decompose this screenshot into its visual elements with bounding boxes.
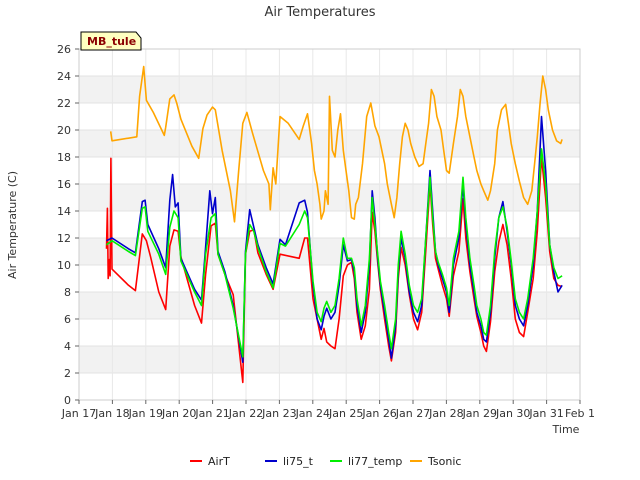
x-tick-label: Jan 19 [128, 407, 163, 420]
chart-title: Air Temperatures [264, 5, 375, 20]
x-tick-label: Feb 1 [565, 407, 595, 420]
legend-label: AirT [208, 455, 230, 468]
x-tick-label: Jan 26 [361, 407, 396, 420]
y-tick-label: 18 [57, 151, 71, 164]
x-tick-label: Jan 21 [194, 407, 229, 420]
x-tick-label: Jan 31 [528, 407, 563, 420]
site-badge-label: MB_tule [87, 35, 136, 48]
y-tick-label: 6 [64, 313, 71, 326]
y-tick-label: 12 [57, 232, 71, 245]
plot-band [79, 346, 580, 373]
x-tick-label: Jan 29 [462, 407, 497, 420]
y-tick-label: 16 [57, 178, 71, 191]
x-tick-label: Jan 30 [495, 407, 530, 420]
series-line-li77-temp [106, 148, 563, 358]
y-tick-label: 20 [57, 124, 71, 137]
x-tick-label: Jan 28 [428, 407, 463, 420]
series-line-tsonic [109, 65, 563, 223]
legend-label: li75_t [283, 455, 314, 468]
y-tick-label: 2 [64, 367, 71, 380]
y-tick-label: 24 [57, 70, 71, 83]
site-badge: MB_tule [80, 31, 142, 51]
y-tick-label: 26 [57, 43, 71, 56]
x-tick-label: Jan 27 [395, 407, 430, 420]
x-tick-label: Jan 18 [94, 407, 129, 420]
y-tick-label: 22 [57, 97, 71, 110]
y-tick-label: 14 [57, 205, 71, 218]
x-axis-title: Time [552, 423, 580, 436]
series-lines [105, 65, 563, 384]
legend-item-airt: AirT [190, 455, 230, 468]
x-tick-label: Jan 20 [161, 407, 196, 420]
plot-band [79, 238, 580, 265]
legend-item-li77-temp: li77_temp [330, 455, 402, 468]
x-tick-label: Jan 23 [261, 407, 296, 420]
x-tick-label: Jan 17 [61, 407, 96, 420]
plot-band [79, 184, 580, 211]
y-axis-title: Air Temperature (C) [6, 171, 19, 279]
legend-label: li77_temp [348, 455, 402, 468]
legend-label: Tsonic [427, 455, 461, 468]
legend: AirT li75_t li77_temp Tsonic [190, 455, 461, 468]
y-tick-label: 10 [57, 259, 71, 272]
y-tick-label: 4 [64, 340, 71, 353]
site-badge-box [80, 31, 142, 51]
y-tick-label: 8 [64, 286, 71, 299]
x-tick-label: Jan 25 [328, 407, 363, 420]
y-tick-label: 0 [64, 394, 71, 407]
plot-frame [78, 48, 581, 401]
legend-item-tsonic: Tsonic [410, 455, 461, 468]
legend-item-li75-t: li75_t [265, 455, 314, 468]
x-tick-label: Jan 22 [228, 407, 263, 420]
x-tick-label: Jan 24 [295, 407, 330, 420]
